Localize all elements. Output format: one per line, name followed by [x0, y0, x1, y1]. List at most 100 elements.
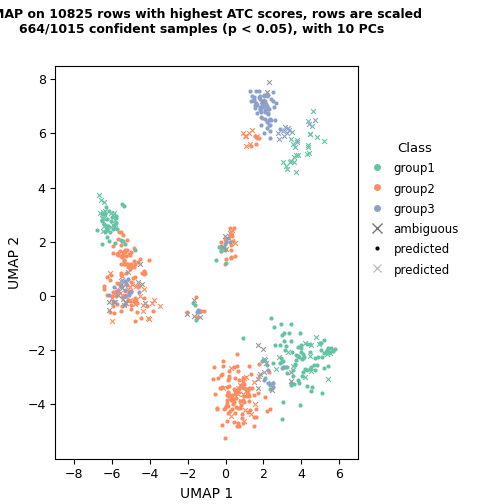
Point — [257, 108, 265, 116]
Point — [290, 380, 298, 388]
Point — [108, 294, 116, 302]
Point — [296, 329, 304, 337]
Point — [261, 102, 269, 110]
Point — [230, 387, 238, 395]
Point — [117, 280, 125, 288]
Point — [112, 288, 120, 296]
Point — [113, 249, 121, 258]
Point — [282, 342, 290, 350]
Point — [261, 97, 269, 105]
Point — [133, 299, 141, 307]
Point — [265, 120, 273, 129]
Point — [262, 108, 270, 116]
Point — [118, 284, 127, 292]
Point — [130, 258, 138, 266]
Point — [134, 258, 142, 266]
Point — [222, 245, 230, 253]
Point — [230, 385, 238, 393]
Point — [232, 422, 240, 430]
Point — [128, 263, 136, 271]
Point — [120, 202, 129, 210]
Point — [255, 389, 263, 397]
Point — [221, 232, 229, 240]
Point — [230, 224, 238, 232]
Point — [246, 406, 254, 414]
Point — [243, 392, 251, 400]
Point — [326, 348, 334, 356]
Point — [117, 306, 125, 314]
Point — [263, 92, 271, 100]
Point — [280, 337, 288, 345]
Point — [324, 362, 332, 370]
Point — [287, 377, 295, 385]
Point — [221, 404, 229, 412]
Point — [110, 298, 118, 306]
Point — [127, 260, 135, 268]
Point — [251, 132, 259, 140]
Point — [323, 350, 331, 358]
Point — [246, 97, 255, 105]
Point — [222, 259, 230, 267]
Point — [111, 216, 119, 224]
Point — [237, 397, 245, 405]
Point — [217, 370, 225, 379]
Point — [227, 241, 235, 249]
Point — [117, 277, 125, 285]
Point — [214, 374, 222, 383]
Point — [245, 384, 253, 392]
Point — [323, 346, 331, 354]
Point — [276, 125, 284, 133]
Point — [193, 308, 201, 316]
Point — [250, 422, 258, 430]
Point — [265, 78, 273, 86]
Point — [249, 95, 258, 103]
Point — [301, 365, 309, 373]
Point — [239, 376, 247, 385]
Point — [232, 403, 240, 411]
Point — [280, 132, 288, 140]
Point — [221, 235, 229, 243]
Point — [225, 367, 233, 375]
Point — [256, 92, 264, 100]
Point — [98, 210, 106, 218]
Point — [307, 366, 315, 374]
Point — [266, 385, 274, 393]
Point — [264, 108, 272, 116]
Point — [119, 292, 127, 300]
Point — [283, 363, 291, 371]
Point — [256, 87, 264, 95]
Point — [222, 255, 230, 263]
Point — [221, 434, 229, 442]
Point — [244, 408, 252, 416]
Point — [156, 301, 164, 309]
Point — [287, 368, 295, 376]
Point — [98, 240, 106, 248]
Point — [246, 87, 255, 95]
Point — [103, 273, 111, 281]
Point — [105, 237, 113, 245]
Point — [100, 198, 108, 206]
Point — [99, 227, 107, 235]
Point — [299, 354, 307, 362]
Point — [121, 292, 129, 300]
Point — [121, 245, 130, 254]
Point — [317, 346, 325, 354]
Point — [125, 250, 133, 258]
Point — [260, 345, 268, 353]
Point — [121, 240, 130, 248]
Point — [318, 353, 326, 361]
Point — [223, 392, 231, 400]
Point — [239, 129, 247, 137]
Point — [127, 248, 135, 256]
Point — [318, 389, 326, 397]
Point — [224, 389, 232, 397]
Point — [266, 121, 274, 129]
Point — [109, 242, 117, 250]
Point — [242, 373, 250, 382]
Point — [227, 396, 235, 404]
Point — [116, 282, 124, 290]
Point — [237, 381, 245, 389]
Point — [277, 358, 285, 366]
Point — [250, 104, 259, 112]
Point — [131, 260, 139, 268]
